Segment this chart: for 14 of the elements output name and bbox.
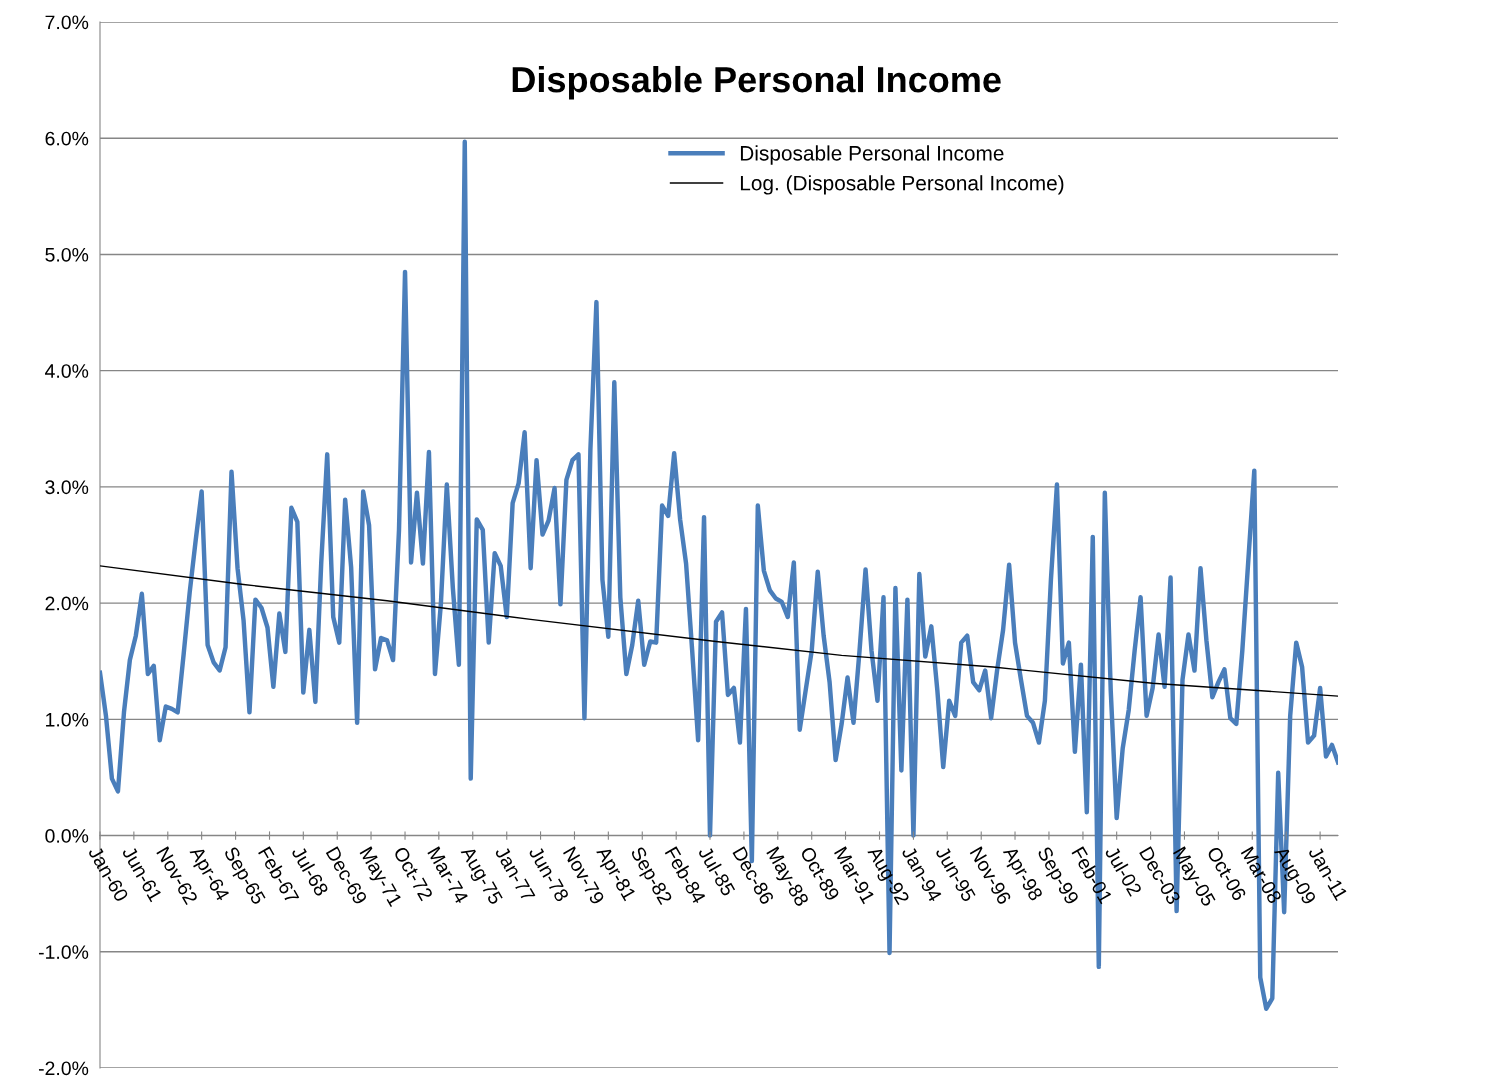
line-series xyxy=(100,565,1338,697)
legend-label: Log. (Disposable Personal Income) xyxy=(740,175,1064,195)
y-tick-label: 0.0% xyxy=(45,829,89,843)
y-tick-label: 3.0% xyxy=(45,480,89,495)
y-tick-label: -1.0% xyxy=(38,945,89,960)
legend-label: Disposable Personal Income xyxy=(740,145,1004,165)
y-tick-label: 6.0% xyxy=(45,131,89,146)
y-tick-label: 2.0% xyxy=(45,596,89,611)
y-tick-label: 1.0% xyxy=(46,712,89,727)
y-tick-label: 5.0% xyxy=(45,247,89,262)
text: Disposable Personal Income xyxy=(512,65,1001,100)
y-tick-label: 7.0% xyxy=(45,15,89,30)
y-tick-label: 4.0% xyxy=(45,364,89,378)
y-tick-label: -2.0% xyxy=(38,1061,89,1076)
